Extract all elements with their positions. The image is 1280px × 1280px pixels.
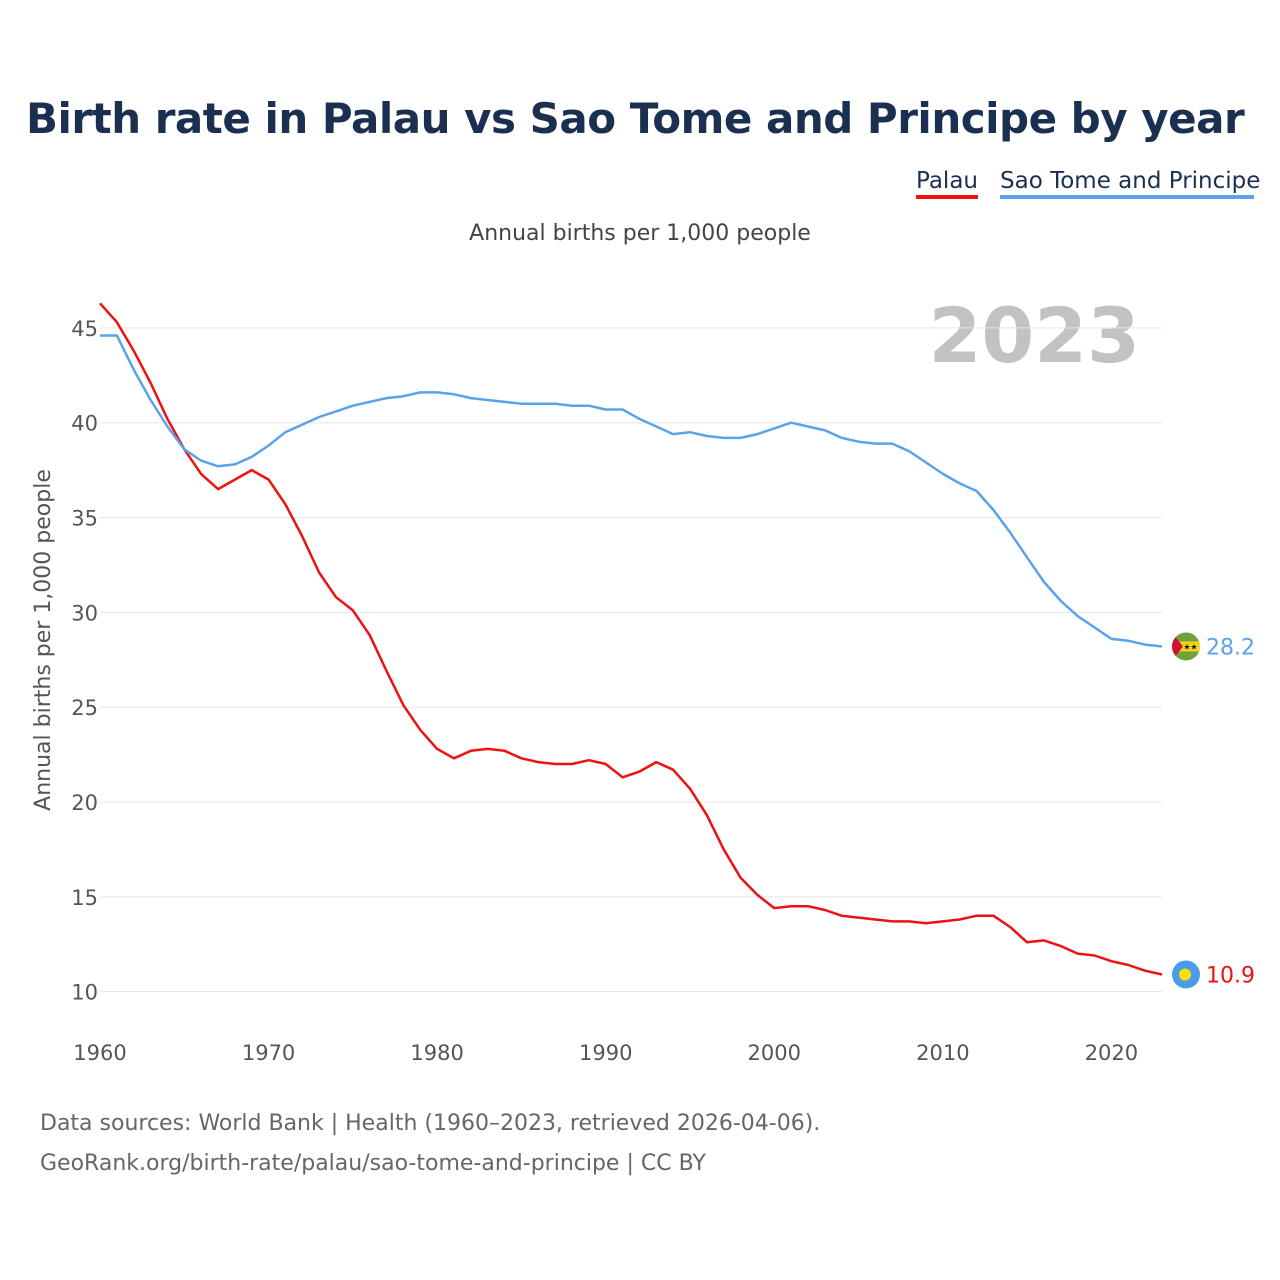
x-tick-label-1990: 1990 [579,1041,632,1065]
series-line-palau [99,302,1163,976]
x-tick-label-2020: 2020 [1085,1041,1138,1065]
flag-stp-star-1: ★ [1183,642,1190,651]
legend-item-sao-tome-and-principe[interactable]: Sao Tome and Principe [1000,168,1260,199]
series-lines [99,302,1163,976]
chart-title: Birth rate in Palau vs Sao Tome and Prin… [26,94,1245,143]
flag-palau [1172,960,1200,989]
gridlines [100,327,1162,993]
year-watermark: 2023 [928,291,1140,380]
y-tick-label-10: 10 [71,981,98,1005]
x-tick-label-1980: 1980 [410,1041,463,1065]
flag-stp-yellow [1172,641,1200,652]
legend-item-palau[interactable]: Palau [916,168,978,199]
y-tick-label-35: 35 [71,507,98,531]
x-tick-label-1960: 1960 [73,1041,126,1065]
chart-subtitle: Annual births per 1,000 people [469,221,811,246]
end-value-sao-tome-and-principe: 28.2 [1206,635,1255,660]
y-tick-label-30: 30 [71,601,98,625]
y-tick-label-20: 20 [71,791,98,815]
flag-stp-star-2: ★ [1190,642,1197,651]
end-value-palau: 10.9 [1206,963,1255,988]
y-tick-label-45: 45 [71,317,98,341]
source-line-2[interactable]: GeoRank.org/birth-rate/palau/sao-tome-an… [40,1151,706,1176]
y-axis-ticks: 10 15 20 25 30 35 40 45 [71,317,98,1005]
legend-label-sao-tome-and-principe: Sao Tome and Principe [1000,168,1260,194]
end-markers: 10.9★ ★ 28.2 [1172,632,1255,989]
series-line-sao-tome-and-principe [100,334,1163,648]
x-axis-ticks: 1960 1970 1980 1990 2000 2010 2020 [73,1041,1138,1065]
flag-sao-tome-and-principe: ★ ★ [1172,632,1200,661]
y-tick-label-25: 25 [71,696,98,720]
x-tick-label-1970: 1970 [242,1041,295,1065]
y-tick-label-15: 15 [71,886,98,910]
legend-swatch-sao-tome-and-principe [1000,195,1254,199]
legend: Palau Sao Tome and Principe [916,168,1260,199]
legend-swatch-palau [916,195,978,199]
y-axis-label: Annual births per 1,000 people [31,469,56,811]
legend-label-palau: Palau [916,168,978,194]
flag-palau-moon [1179,968,1191,981]
source-line-1: Data sources: World Bank | Health (1960–… [40,1111,820,1136]
x-tick-label-2000: 2000 [748,1041,801,1065]
y-tick-label-40: 40 [71,412,98,436]
x-tick-label-2010: 2010 [916,1041,969,1065]
flag-stp-triangle [1172,632,1183,661]
